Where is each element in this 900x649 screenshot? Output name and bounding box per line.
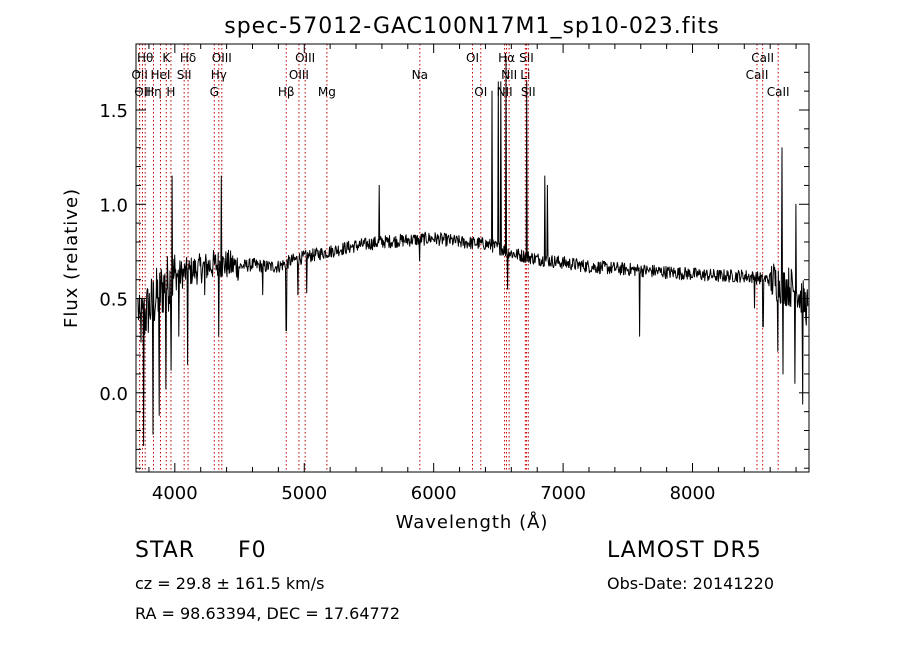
line-marker-label: OI [474, 85, 487, 99]
line-marker-label: CaII [746, 68, 769, 82]
line-marker-label: Hα [498, 51, 515, 65]
line-marker-label: OIII [212, 51, 232, 65]
y-tick-label: 1.0 [99, 195, 128, 216]
line-marker-label: Hδ [180, 51, 196, 65]
line-marker-label: Mg [318, 85, 336, 99]
line-marker-label: K [162, 51, 171, 65]
y-tick-label: 0.5 [99, 290, 128, 311]
x-tick-label: 5000 [281, 483, 327, 504]
x-tick-label: 7000 [540, 483, 586, 504]
line-marker-label: NII [501, 68, 517, 82]
coordinates-readout: RA = 98.63394, DEC = 17.64772 [135, 604, 401, 623]
line-marker-label: OI [466, 51, 479, 65]
line-marker-label: Hγ [211, 68, 227, 82]
y-axis-label: Flux (relative) [61, 188, 82, 328]
x-tick-label: 4000 [152, 483, 198, 504]
line-marker-label: H [166, 85, 175, 99]
y-tick-label: 0.0 [99, 384, 128, 405]
chart-title: spec-57012-GAC100N17M1_sp10-023.fits [224, 14, 720, 39]
line-marker-label: OII [131, 68, 148, 82]
survey-name: LAMOST DR5 [607, 538, 762, 563]
line-marker-label: NII [497, 85, 513, 99]
line-marker-label: SII [521, 85, 536, 99]
y-tick-label: 1.5 [99, 101, 128, 122]
line-marker-label: Hη [145, 85, 162, 99]
x-tick-label: 6000 [411, 483, 457, 504]
line-marker-label: CaII [767, 85, 790, 99]
axes: 4000 5000 6000 7000 8000 0.0 0.5 1.0 1.5 [99, 44, 809, 504]
line-marker-label: Li [520, 68, 530, 82]
x-axis-label: Wavelength (Å) [396, 511, 549, 533]
line-marker-label: SII [177, 68, 192, 82]
line-marker-label: OII [134, 85, 151, 99]
line-marker-label: CaII [751, 51, 774, 65]
spectrum-series [137, 56, 809, 447]
line-marker-label: OIII [295, 51, 315, 65]
redshift-readout: cz = 29.8 ± 161.5 km/s [135, 574, 325, 593]
line-marker-label: Hβ [278, 85, 295, 99]
observation-date: Obs-Date: 20141220 [607, 574, 775, 593]
object-subclass: F0 [238, 538, 267, 563]
line-marker-label: Hθ [137, 51, 153, 65]
plot-frame [135, 43, 810, 473]
line-marker-label: OIII [289, 68, 309, 82]
spectrum-line [137, 56, 809, 447]
line-marker-label: Na [412, 68, 428, 82]
x-tick-label: 8000 [670, 483, 716, 504]
line-marker-label: HeI [150, 68, 170, 82]
line-marker-label: G [210, 85, 219, 99]
line-marker-label: SII [519, 51, 534, 65]
object-class: STAR [135, 538, 196, 563]
